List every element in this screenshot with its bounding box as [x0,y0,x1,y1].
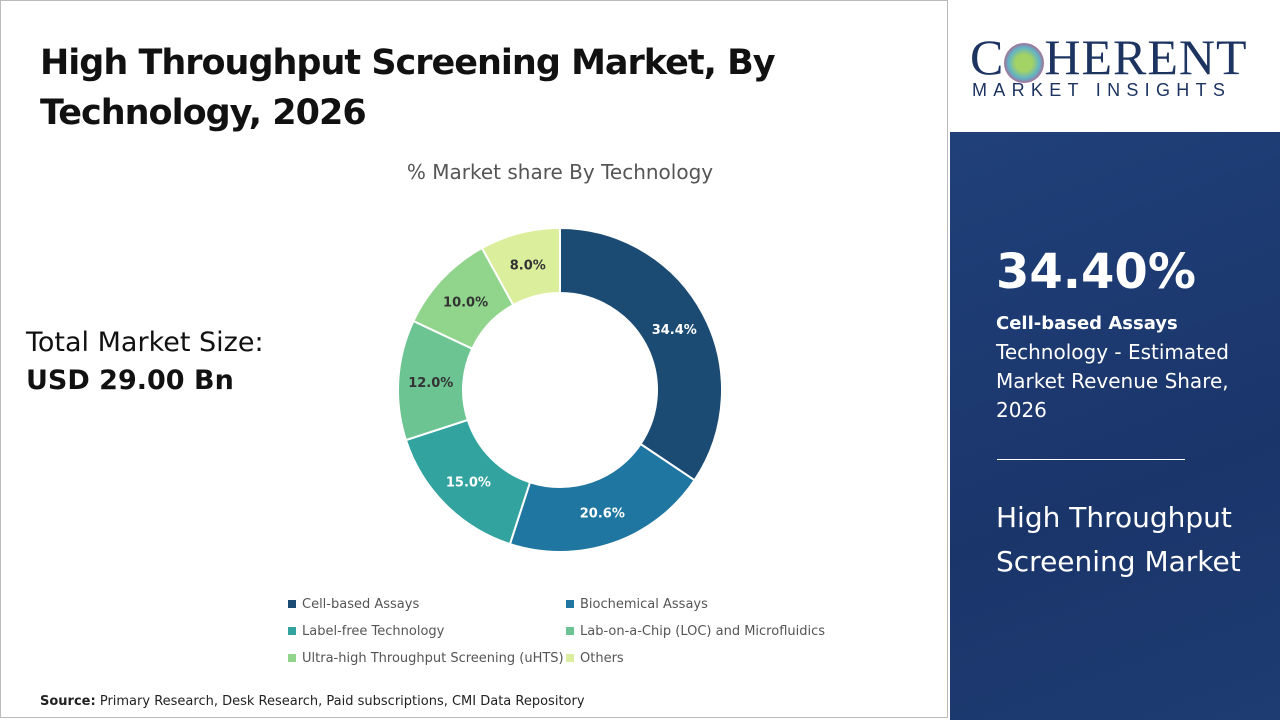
donut-slice [559,226,723,482]
data-label: 12.0% [408,376,453,391]
market-name: High Throughput Screening Market [996,501,1241,578]
legend-swatch [566,600,574,608]
donut-chart: 34.4% 20.6% 15.0% 12.0% 10.0% 8.0% [397,226,723,553]
chart-title: % Market share By Technology [406,160,714,184]
legend-swatch [288,600,296,608]
legend-label: Label-free Technology [302,623,445,639]
data-label: 34.4% [652,323,697,338]
total-value: USD 29.00 Bn [26,365,234,396]
divider [997,459,1185,460]
page-title: High Throughput Screening Market, By Tec… [40,43,776,133]
total-market-size: Total Market Size: USD 29.00 Bn [26,324,264,400]
highlight-panel: 34.40% Cell-based Assays Technology - Est… [950,132,1280,720]
legend-item: Biochemical Assays [566,595,846,613]
data-label: 20.6% [580,506,625,521]
logo-wordmark: C HERENT [970,29,1248,85]
source-note: Source: Primary Research, Desk Research,… [40,694,585,709]
legend-label: Biochemical Assays [580,596,708,612]
logo-globe-icon [1004,42,1045,83]
legend-item: Lab-on-a-Chip (LOC) and Microfluidics [566,622,846,640]
data-label: 10.0% [443,295,488,310]
legend-swatch [566,627,574,635]
legend-item: Ultra-high Throughput Screening (uHTS) [288,649,566,667]
legend-item: Cell-based Assays [288,595,566,613]
logo: C HERENT MARKET INSIGHTS [950,0,1280,132]
legend-item: Others [566,649,846,667]
source-label: Source: [40,694,96,709]
data-label: 15.0% [446,476,491,491]
legend-swatch [566,654,574,662]
highlight-desc: Technology - Estimated Market Revenue Sh… [996,340,1229,422]
legend: Cell-based Assays Biochemical Assays Label… [288,595,846,667]
highlight-description: Cell-based Assays Technology - Estimated … [996,308,1256,425]
highlight-segment: Cell-based Assays [996,313,1178,334]
logo-subtitle: MARKET INSIGHTS [972,80,1232,100]
source-text: Primary Research, Desk Research, Paid su… [99,694,585,709]
legend-label: Cell-based Assays [302,596,420,612]
donut-slice [480,226,561,307]
legend-label: Ultra-high Throughput Screening (uHTS) [302,650,564,666]
legend-label: Lab-on-a-Chip (LOC) and Microfluidics [580,623,826,639]
legend-label: Others [580,650,624,666]
legend-swatch [288,627,296,635]
data-label: 8.0% [510,259,546,274]
legend-swatch [288,654,296,662]
highlight-percent: 34.40% [996,244,1196,300]
legend-item: Label-free Technology [288,622,566,640]
total-label: Total Market Size: [26,327,264,358]
slide-frame [0,0,948,718]
